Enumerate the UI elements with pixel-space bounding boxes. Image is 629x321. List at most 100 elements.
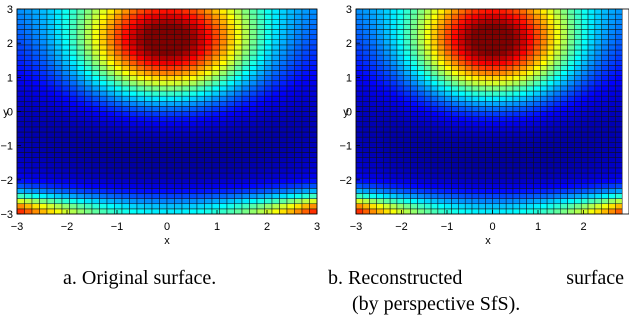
surface-cell [204, 157, 213, 164]
surface-cell [369, 203, 377, 210]
surface-cell [424, 208, 432, 215]
surface-cell [159, 60, 168, 66]
surface-cell [546, 13, 555, 20]
surface-cell [444, 106, 452, 112]
surface-cell [84, 75, 93, 82]
surface-cell [31, 116, 40, 123]
surface-cell [430, 29, 439, 35]
surface-cell [76, 188, 85, 194]
surface-cell [174, 131, 183, 138]
surface-cell [196, 19, 205, 25]
surface-cell [574, 70, 582, 76]
surface-cell [376, 131, 384, 138]
surface-cell [417, 193, 425, 199]
surface-cell [196, 44, 205, 51]
surface-cell [286, 101, 295, 107]
surface-cell [615, 39, 623, 46]
surface-cell [204, 193, 213, 199]
surface-cell [499, 152, 507, 158]
surface-cell [587, 136, 596, 143]
surface-cell [580, 172, 589, 179]
surface-cell [226, 34, 235, 41]
surface-cell [226, 193, 235, 199]
surface-cell [362, 147, 370, 153]
surface-cell [114, 136, 123, 143]
surface-cell [46, 90, 55, 97]
surface-cell [271, 152, 280, 158]
surface-cell [204, 8, 213, 15]
surface-cell [526, 34, 534, 41]
surface-cell [574, 60, 582, 66]
surface-cell [144, 60, 153, 66]
surface-cell [309, 95, 318, 102]
surface-cell [249, 70, 258, 76]
surface-cell [485, 60, 493, 66]
surface-cell [279, 157, 288, 164]
surface-cell [121, 80, 130, 87]
surface-cell [114, 39, 123, 46]
surface-cell [114, 172, 123, 179]
surface-cell [114, 157, 123, 164]
surface-cell [437, 116, 445, 123]
surface-cell [383, 34, 391, 41]
surface-cell [492, 116, 500, 123]
surface-cell [234, 24, 243, 30]
surface-cell [560, 75, 568, 82]
surface-cells [355, 8, 623, 215]
surface-cell [234, 177, 243, 184]
surface-cell [99, 116, 108, 123]
surface-cell [499, 116, 507, 123]
surface-cell [129, 24, 138, 30]
surface-cell [580, 54, 589, 61]
surface-cell [430, 172, 439, 179]
surface-cell [560, 70, 568, 76]
surface-cell [279, 167, 288, 174]
surface-cell [389, 152, 398, 158]
surface-cell [241, 116, 250, 123]
surface-cell [376, 162, 384, 169]
surface-cell [553, 142, 561, 148]
surface-cell [601, 34, 609, 41]
surface-cell [241, 65, 250, 71]
surface-cell [144, 147, 153, 153]
surface-cell [16, 106, 25, 112]
surface-cell [369, 24, 377, 30]
surface-cell [309, 188, 318, 194]
surface-cell [464, 90, 473, 97]
surface-cell [46, 116, 55, 123]
surface-cell [264, 106, 273, 112]
surface-cell [471, 167, 480, 174]
surface-cell [99, 208, 108, 215]
surface-cell [181, 177, 190, 184]
surface-cell [505, 8, 514, 15]
surface-cell [271, 121, 280, 128]
surface-cell [383, 75, 391, 82]
surface-cell [471, 126, 480, 133]
surface-cell [264, 126, 273, 133]
surface-cell [574, 208, 582, 215]
surface-cell [166, 142, 175, 148]
surface-cell [369, 19, 377, 25]
surface-cell [301, 121, 310, 128]
surface-cell [286, 24, 295, 30]
surface-cell [159, 152, 168, 158]
surface-cell [256, 54, 265, 61]
surface-cell [403, 162, 411, 169]
surface-cell [410, 44, 418, 51]
surface-cell [580, 39, 589, 46]
surface-cell [159, 75, 168, 82]
surface-cell [219, 44, 228, 51]
surface-cell [294, 39, 303, 46]
surface-cell [594, 152, 602, 158]
surface-cell [46, 157, 55, 164]
surface-cell [519, 90, 527, 97]
surface-cell [309, 183, 318, 189]
surface-cell [403, 183, 411, 189]
surface-cell [594, 34, 602, 41]
surface-cell [526, 157, 534, 164]
surface-cell [430, 8, 439, 15]
surface-cell [601, 29, 609, 35]
surface-cell [608, 80, 616, 87]
surface-cell [204, 65, 213, 71]
surface-cell [84, 126, 93, 133]
